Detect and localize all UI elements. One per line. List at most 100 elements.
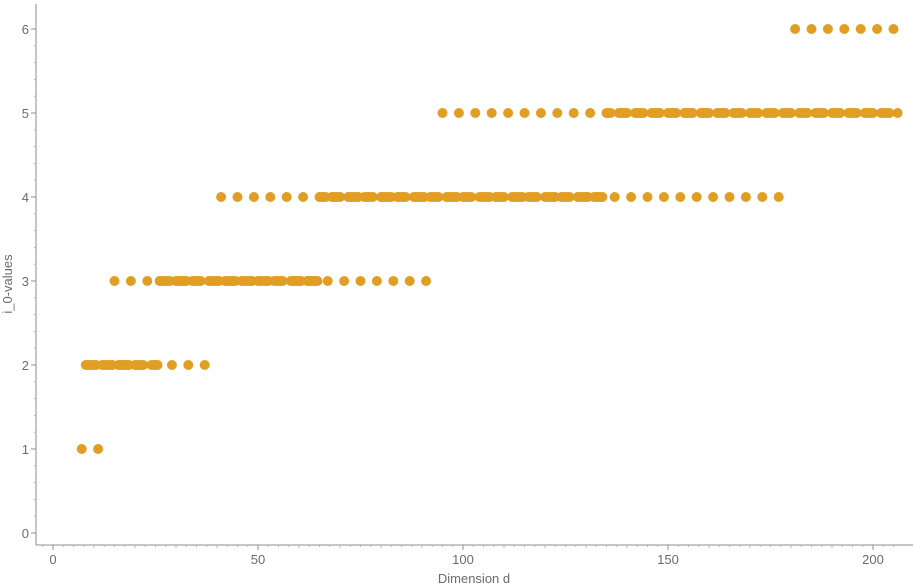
data-point bbox=[335, 192, 345, 202]
data-point bbox=[786, 108, 796, 118]
data-point bbox=[109, 276, 120, 286]
data-point bbox=[724, 192, 735, 202]
data-point bbox=[822, 24, 833, 34]
data-point bbox=[654, 108, 665, 118]
data-point bbox=[152, 360, 163, 370]
data-point bbox=[769, 108, 780, 118]
x-tick-label: 0 bbox=[49, 552, 56, 567]
data-point bbox=[658, 192, 669, 202]
x-axis-ticks: 0 50 100 150 200 bbox=[42, 545, 894, 567]
data-point bbox=[835, 108, 846, 118]
data-point bbox=[404, 276, 415, 286]
data-point bbox=[400, 192, 411, 202]
data-point bbox=[322, 276, 333, 286]
data-point bbox=[466, 192, 477, 202]
y-axis-ticks: 0 1 2 3 4 5 6 bbox=[22, 22, 36, 541]
data-point bbox=[839, 24, 850, 34]
data-point bbox=[470, 108, 481, 118]
data-point bbox=[312, 276, 323, 286]
y-tick-label: 3 bbox=[22, 274, 29, 289]
data-point bbox=[355, 276, 366, 286]
y-tick-label: 6 bbox=[22, 22, 29, 37]
y-tick-label: 1 bbox=[22, 442, 29, 457]
data-point bbox=[138, 360, 149, 370]
data-point bbox=[564, 192, 575, 202]
data-point bbox=[552, 108, 563, 118]
data-point bbox=[675, 192, 686, 202]
data-point bbox=[740, 192, 751, 202]
data-point bbox=[605, 108, 616, 118]
data-point bbox=[199, 360, 210, 370]
y-tick-label: 5 bbox=[22, 106, 29, 121]
data-point bbox=[298, 192, 309, 202]
data-point bbox=[76, 444, 87, 454]
data-point bbox=[183, 360, 194, 370]
data-point bbox=[704, 108, 714, 118]
data-point bbox=[622, 108, 632, 118]
data-point bbox=[687, 108, 698, 118]
data-point bbox=[585, 108, 596, 118]
data-point bbox=[597, 192, 608, 202]
data-point bbox=[708, 192, 719, 202]
data-point bbox=[888, 24, 899, 34]
data-point bbox=[868, 108, 878, 118]
data-point bbox=[535, 108, 546, 118]
data-point bbox=[232, 192, 243, 202]
data-point bbox=[851, 108, 862, 118]
data-point bbox=[486, 108, 497, 118]
data-point bbox=[281, 192, 292, 202]
data-point bbox=[216, 192, 227, 202]
x-tick-label: 100 bbox=[452, 552, 474, 567]
data-point bbox=[753, 108, 764, 118]
x-tick-label: 150 bbox=[657, 552, 679, 567]
data-point bbox=[93, 444, 104, 454]
x-tick-label: 50 bbox=[251, 552, 265, 567]
data-point bbox=[855, 24, 866, 34]
data-point bbox=[125, 276, 136, 286]
y-tick-label: 4 bbox=[22, 190, 29, 205]
data-point bbox=[371, 276, 382, 286]
data-point bbox=[757, 192, 768, 202]
data-point bbox=[437, 108, 448, 118]
data-point bbox=[433, 192, 444, 202]
data-point bbox=[166, 360, 177, 370]
data-point bbox=[421, 276, 432, 286]
data-point bbox=[790, 24, 801, 34]
data-point bbox=[388, 276, 399, 286]
data-point bbox=[568, 108, 579, 118]
data-point bbox=[453, 108, 464, 118]
data-point bbox=[736, 108, 747, 118]
data-point bbox=[195, 276, 206, 286]
data-point bbox=[773, 192, 784, 202]
data-point bbox=[806, 24, 817, 34]
data-point bbox=[638, 108, 649, 118]
data-point bbox=[367, 192, 378, 202]
data-point bbox=[499, 192, 509, 202]
x-tick-label: 200 bbox=[862, 552, 884, 567]
y-tick-label: 2 bbox=[22, 358, 29, 373]
data-point bbox=[872, 24, 883, 34]
x-axis-title: Dimension d bbox=[438, 571, 510, 586]
data-point bbox=[691, 192, 702, 202]
data-point bbox=[519, 108, 530, 118]
data-point bbox=[671, 108, 682, 118]
data-point bbox=[720, 108, 731, 118]
data-point bbox=[142, 276, 153, 286]
data-point bbox=[609, 192, 620, 202]
data-point bbox=[642, 192, 653, 202]
data-point bbox=[802, 108, 813, 118]
data-point bbox=[818, 108, 829, 118]
data-point bbox=[265, 192, 276, 202]
data-point bbox=[277, 276, 288, 286]
data-point bbox=[503, 108, 514, 118]
data-point bbox=[884, 108, 895, 118]
data-point bbox=[626, 192, 637, 202]
data-point bbox=[248, 192, 259, 202]
data-points bbox=[76, 24, 903, 454]
data-point bbox=[339, 276, 350, 286]
y-axis-title: i_0-values bbox=[0, 254, 15, 314]
data-point bbox=[892, 108, 903, 118]
data-point bbox=[531, 192, 542, 202]
y-tick-label: 0 bbox=[22, 526, 29, 541]
